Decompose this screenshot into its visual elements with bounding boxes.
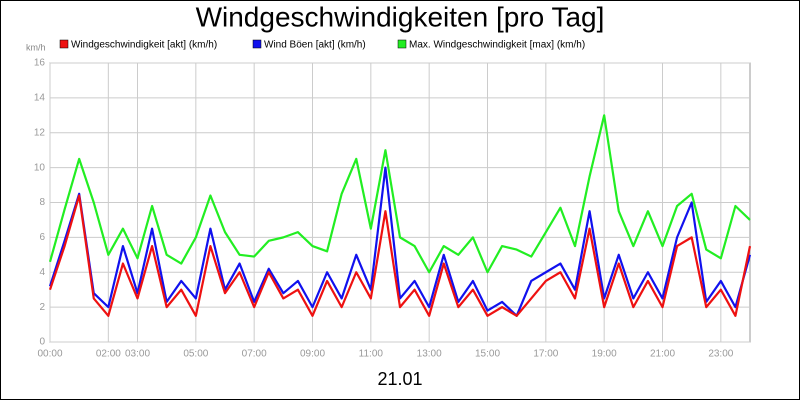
x-tick-label: 05:00 <box>183 349 208 360</box>
y-tick-label: 10 <box>34 162 46 173</box>
y-tick-label: 16 <box>34 58 46 69</box>
series-line <box>48 166 752 317</box>
x-tick-label: 07:00 <box>242 349 267 360</box>
legend-label: Max. Windgeschwindigkeit [max] (km/h) <box>409 40 585 51</box>
y-tick-label: 12 <box>34 127 46 138</box>
series-line <box>48 114 751 274</box>
legend-swatch <box>59 39 69 49</box>
x-tick-label: 23:00 <box>708 349 733 360</box>
x-tick-label: 13:00 <box>417 349 442 360</box>
y-tick-label: 0 <box>39 337 45 348</box>
legend-label: Windgeschwindigkeit [akt] (km/h) <box>71 40 217 51</box>
y-tick-label: 8 <box>39 197 45 208</box>
x-tick-label: 02:00 <box>96 349 121 360</box>
legend-label: Wind Böen [akt] (km/h) <box>264 40 366 51</box>
y-tick-label: 2 <box>39 302 45 313</box>
x-tick-label: 11:00 <box>359 349 384 360</box>
x-tick-label: 19:00 <box>592 349 617 360</box>
chart-title: Windgeschwindigkeiten [pro Tag] <box>196 1 605 32</box>
y-unit: km/h <box>26 42 46 52</box>
x-label: 21.01 <box>377 369 422 389</box>
legend-swatch <box>397 39 407 49</box>
x-tick-label: 00:00 <box>37 349 62 360</box>
y-tick-label: 14 <box>34 93 46 104</box>
x-tick-label: 21:00 <box>650 349 675 360</box>
series-line <box>48 194 752 317</box>
y-tick-label: 4 <box>39 267 45 278</box>
x-tick-label: 15:00 <box>475 349 500 360</box>
legend-swatch <box>252 39 262 49</box>
x-tick-label: 17:00 <box>533 349 558 360</box>
y-tick-label: 6 <box>39 232 45 243</box>
x-tick-label: 09:00 <box>300 349 325 360</box>
x-tick-label: 03:00 <box>125 349 150 360</box>
